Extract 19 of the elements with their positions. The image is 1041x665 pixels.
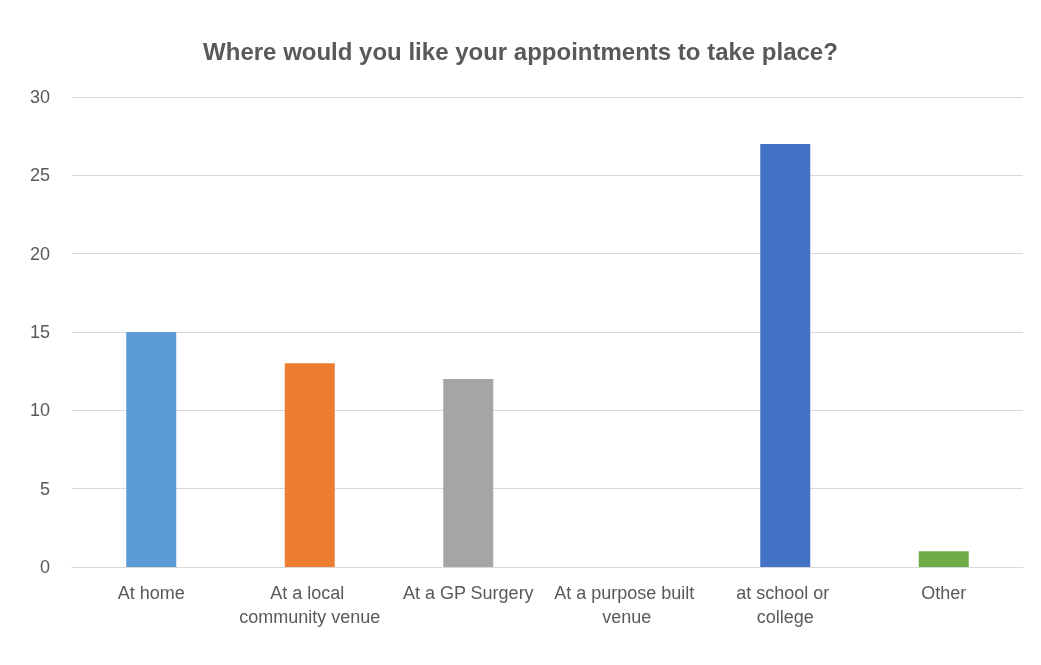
y-tick-label: 30	[29, 87, 50, 107]
y-tick-label: 0	[39, 557, 50, 577]
bar	[284, 363, 335, 567]
y-tick-label: 5	[39, 478, 50, 499]
chart-title: Where would you like your appointments to take place?	[203, 37, 838, 65]
y-tick-label: 25	[29, 165, 50, 186]
x-tick-label: At a purpose built venue	[554, 583, 700, 627]
bar	[126, 332, 177, 567]
y-tick-label: 20	[29, 243, 50, 264]
y-tick-label: 10	[29, 400, 50, 421]
x-tick-label: at school or college	[736, 583, 835, 627]
x-tick-label: At home	[117, 583, 185, 603]
x-tick-label: At a local community venue	[239, 583, 381, 627]
bar	[760, 144, 811, 567]
y-tick-label: 15	[29, 322, 50, 342]
x-tick-label: Other	[921, 583, 967, 603]
bar	[918, 551, 969, 567]
x-tick-label: At a GP Surgery	[402, 583, 534, 603]
bar	[443, 379, 494, 567]
